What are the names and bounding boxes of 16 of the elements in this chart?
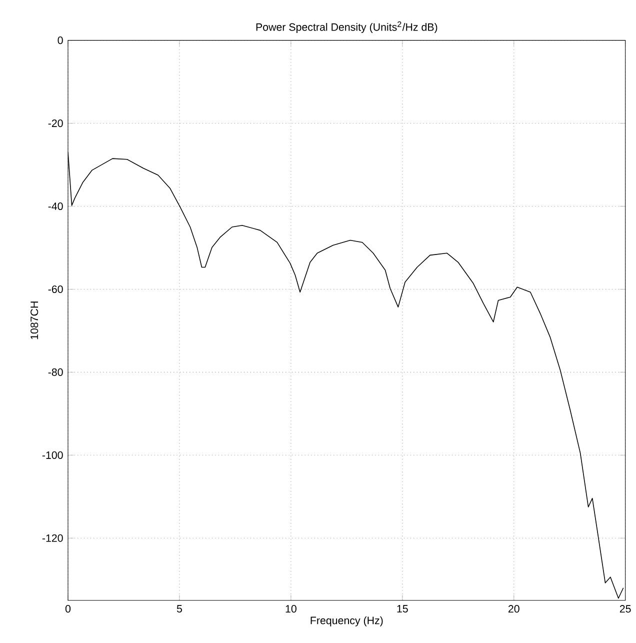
x-tick-label: 5: [176, 605, 182, 612]
x-tick-label: 20: [508, 605, 520, 613]
y-tick-label: -120: [42, 534, 63, 542]
x-tick-label: 0: [65, 605, 71, 613]
y-tick-label: -80: [48, 368, 63, 376]
y-tick-label: -40: [48, 202, 63, 210]
x-axis-title: Frequency (Hz): [310, 616, 383, 626]
y-tick-label: -20: [48, 120, 63, 128]
y-tick-label: -60: [48, 285, 63, 293]
x-tick-label: 10: [286, 605, 296, 613]
y-tick-label: -100: [42, 451, 63, 459]
y-axis-title: 1087CH: [30, 302, 38, 340]
x-tick-label: 15: [397, 605, 408, 612]
x-tick-label: 25: [620, 605, 631, 613]
chart-title: Power Spectral Density (Units$^{2}$/Hz dB): [256, 21, 438, 33]
y-tick-label: 0: [58, 36, 63, 44]
